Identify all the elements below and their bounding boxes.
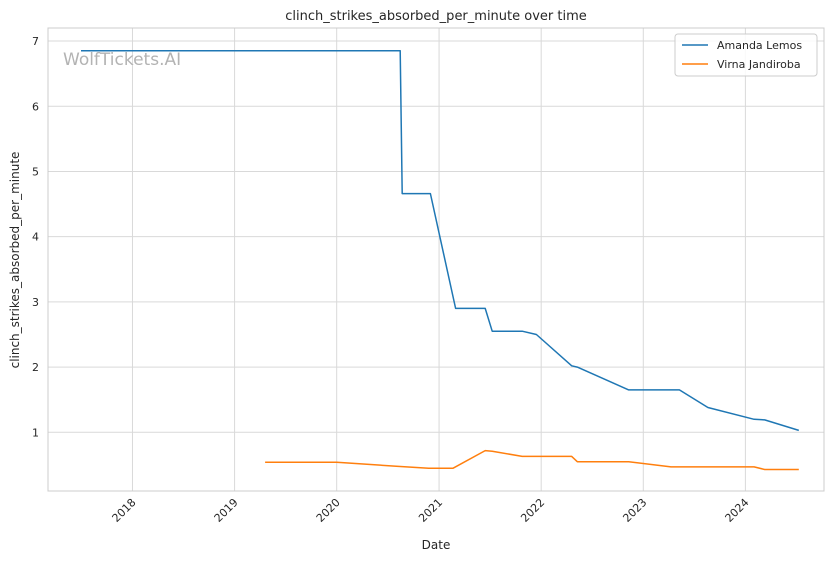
plot-area bbox=[48, 28, 824, 491]
series-line-virna-jandiroba bbox=[265, 449, 799, 471]
y-tick-label: 7 bbox=[32, 35, 39, 48]
legend: Amanda Lemos Virna Jandiroba bbox=[674, 33, 818, 77]
x-tick-label: 2021 bbox=[416, 496, 445, 525]
legend-label-virna-jandiroba: Virna Jandiroba bbox=[717, 58, 801, 71]
x-tick-label: 2019 bbox=[212, 496, 241, 525]
y-tick-label: 2 bbox=[32, 361, 39, 374]
y-tick-label: 5 bbox=[32, 165, 39, 178]
x-tick-label: 2020 bbox=[314, 496, 343, 525]
series-lines bbox=[81, 50, 800, 471]
y-tick-label: 6 bbox=[32, 100, 39, 113]
x-tick-label: 2023 bbox=[620, 496, 649, 525]
legend-label-amanda-lemos: Amanda Lemos bbox=[717, 39, 802, 52]
legend-box bbox=[674, 33, 818, 77]
chart-title: clinch_strikes_absorbed_per_minute over … bbox=[285, 9, 587, 24]
y-tick-label: 4 bbox=[32, 231, 39, 244]
y-axis-label: clinch_strikes_absorbed_per_minute bbox=[8, 152, 22, 369]
y-tick-label: 3 bbox=[32, 296, 39, 309]
x-tick-label: 2024 bbox=[723, 496, 752, 525]
plot-frame bbox=[47, 27, 825, 492]
y-tick-label: 1 bbox=[32, 426, 39, 439]
x-axis-label: Date bbox=[422, 538, 451, 552]
x-tick-label: 2022 bbox=[518, 496, 547, 525]
x-tick-label: 2018 bbox=[110, 496, 139, 525]
series-line-amanda-lemos bbox=[81, 50, 800, 432]
watermark: WolfTickets.AI bbox=[63, 50, 181, 70]
